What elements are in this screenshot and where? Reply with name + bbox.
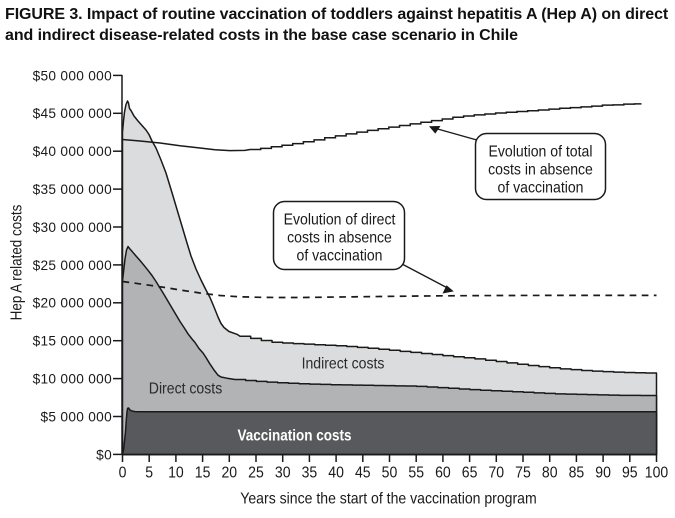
svg-text:Evolution of direct: Evolution of direct bbox=[284, 211, 397, 229]
svg-text:15: 15 bbox=[195, 464, 211, 482]
svg-text:$5 000 000: $5 000 000 bbox=[40, 409, 112, 424]
svg-text:10: 10 bbox=[168, 464, 184, 482]
svg-text:$30 000 000: $30 000 000 bbox=[33, 220, 113, 235]
svg-text:80: 80 bbox=[542, 464, 558, 482]
svg-text:20: 20 bbox=[221, 464, 237, 482]
svg-text:$10 000 000: $10 000 000 bbox=[33, 372, 113, 387]
svg-text:35: 35 bbox=[302, 464, 318, 482]
svg-text:5: 5 bbox=[145, 464, 153, 482]
svg-text:25: 25 bbox=[248, 464, 264, 482]
svg-text:45: 45 bbox=[355, 464, 371, 482]
svg-text:$0: $0 bbox=[96, 447, 112, 462]
svg-text:costs in absence: costs in absence bbox=[287, 229, 392, 247]
svg-text:of vaccination: of vaccination bbox=[498, 179, 584, 197]
svg-text:90: 90 bbox=[595, 464, 611, 482]
svg-text:40: 40 bbox=[328, 464, 344, 482]
svg-text:$35 000 000: $35 000 000 bbox=[33, 182, 113, 197]
svg-text:$50 000 000: $50 000 000 bbox=[33, 68, 113, 83]
svg-text:costs in absence: costs in absence bbox=[488, 161, 593, 179]
svg-text:of vaccination: of vaccination bbox=[297, 247, 383, 265]
svg-text:55: 55 bbox=[408, 464, 424, 482]
svg-text:Hep A related costs: Hep A related costs bbox=[9, 205, 26, 321]
svg-text:50: 50 bbox=[382, 464, 398, 482]
svg-text:$20 000 000: $20 000 000 bbox=[33, 296, 113, 311]
svg-text:Direct costs: Direct costs bbox=[149, 380, 222, 398]
svg-text:Evolution of total: Evolution of total bbox=[489, 143, 593, 161]
svg-text:60: 60 bbox=[435, 464, 451, 482]
svg-text:Indirect costs: Indirect costs bbox=[302, 355, 385, 373]
svg-text:$15 000 000: $15 000 000 bbox=[33, 334, 113, 349]
svg-text:95: 95 bbox=[622, 464, 638, 482]
svg-text:0: 0 bbox=[119, 464, 127, 482]
svg-text:$45 000 000: $45 000 000 bbox=[33, 106, 113, 121]
svg-text:Vaccination costs: Vaccination costs bbox=[237, 428, 351, 445]
svg-text:75: 75 bbox=[515, 464, 531, 482]
svg-text:$25 000 000: $25 000 000 bbox=[33, 258, 113, 273]
svg-text:85: 85 bbox=[569, 464, 585, 482]
svg-text:65: 65 bbox=[462, 464, 478, 482]
svg-text:30: 30 bbox=[275, 464, 291, 482]
svg-text:$40 000 000: $40 000 000 bbox=[33, 144, 113, 159]
svg-text:70: 70 bbox=[488, 464, 504, 482]
svg-text:Years since the start of the v: Years since the start of the vaccination… bbox=[240, 490, 536, 508]
svg-text:100: 100 bbox=[645, 464, 668, 482]
